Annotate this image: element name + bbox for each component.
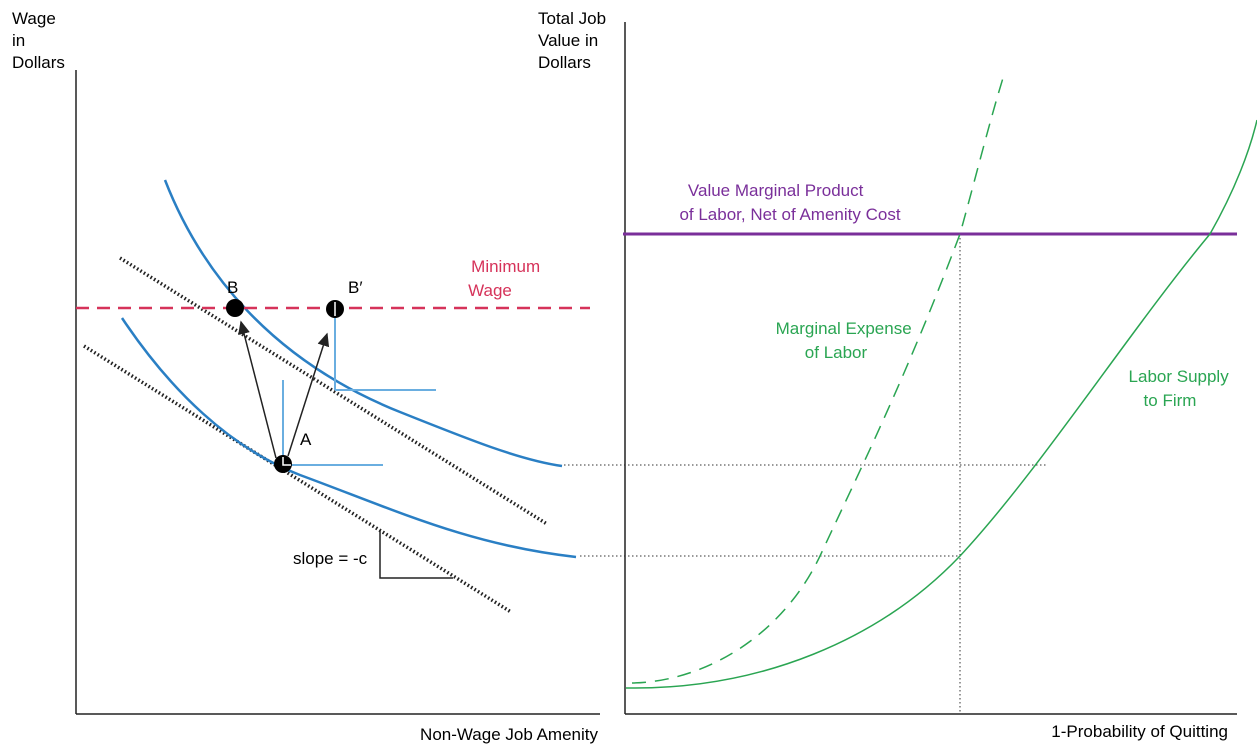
right-y-axis-label: Total Job Value in Dollars — [538, 9, 611, 72]
left-panel: Wage in Dollars Non-Wage Job Amenity Min… — [12, 9, 1048, 744]
marginal-expense-label-line-1: Marginal Expense — [776, 319, 912, 338]
left-y-label-line-1: Wage — [12, 9, 56, 28]
right-y-label-line-3: Dollars — [538, 53, 591, 72]
labor-supply-curve — [625, 119, 1257, 689]
point-b-label: B — [227, 278, 238, 297]
left-x-axis-label: Non-Wage Job Amenity — [420, 725, 598, 744]
vmp-label: Value Marginal Product of Labor, Net of … — [679, 181, 900, 224]
indifference-curve-lower — [120, 317, 577, 559]
arrow-a-to-b — [238, 320, 277, 459]
left-y-label-line-2: in — [12, 31, 25, 50]
minimum-wage-label: Minimum Wage — [468, 257, 545, 300]
labor-supply-label-line-1: Labor Supply — [1129, 367, 1230, 386]
labor-supply-label-line-2: to Firm — [1144, 391, 1197, 410]
arrow-a-to-b-prime — [287, 332, 330, 457]
marginal-expense-curve — [631, 77, 1004, 684]
point-b-marker — [226, 299, 244, 317]
right-x-axis-label: 1-Probability of Quitting — [1051, 722, 1228, 741]
marginal-expense-label: Marginal Expense of Labor — [776, 319, 917, 362]
labor-supply-label: Labor Supply to Firm — [1129, 367, 1234, 410]
slope-triangle — [379, 530, 453, 579]
marginal-expense-label-line-2: of Labor — [805, 343, 868, 362]
vmp-label-line-1: Value Marginal Product — [688, 181, 864, 200]
isocost-line-lower — [83, 344, 512, 614]
indifference-curve-upper — [163, 179, 563, 468]
right-y-label-line-2: Value in — [538, 31, 598, 50]
point-a-label: A — [300, 430, 312, 449]
minimum-wage-label-line-1: Minimum — [471, 257, 540, 276]
left-y-axis-label: Wage in Dollars — [12, 9, 65, 72]
left-y-label-line-3: Dollars — [12, 53, 65, 72]
point-b-prime-label: B′ — [348, 278, 363, 297]
minimum-wage-label-line-2: Wage — [468, 281, 512, 300]
slope-label: slope = -c — [293, 549, 368, 568]
right-panel: Total Job Value in Dollars 1-Probability… — [538, 9, 1257, 741]
point-a-tick — [282, 457, 291, 466]
right-y-label-line-1: Total Job — [538, 9, 606, 28]
vmp-label-line-2: of Labor, Net of Amenity Cost — [679, 205, 900, 224]
